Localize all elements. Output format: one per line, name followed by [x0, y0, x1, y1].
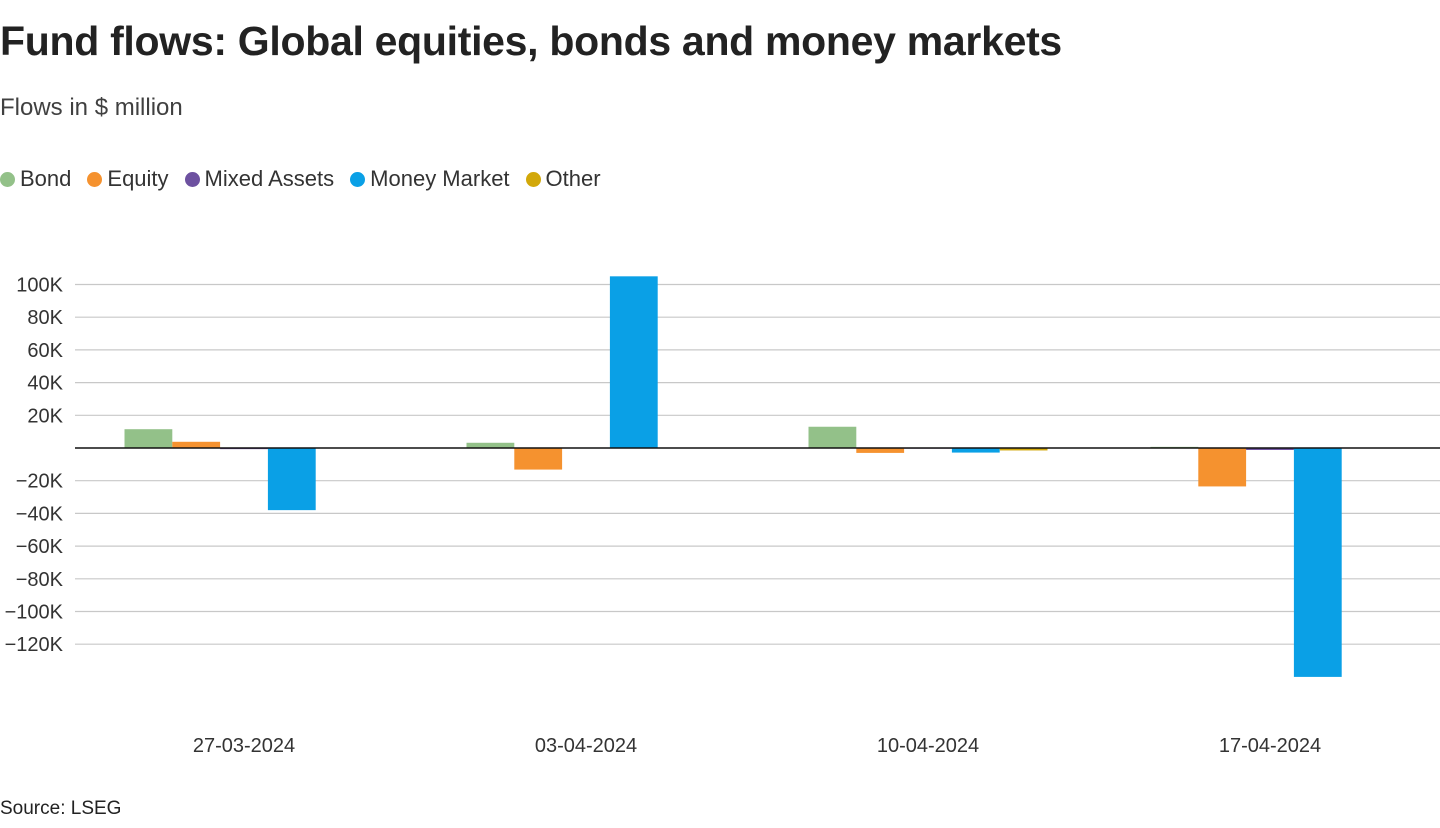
bar-bond-2 [466, 442, 515, 448]
y-tick-label: −40K [16, 503, 64, 525]
bar-equity-4 [1198, 448, 1247, 487]
source-note: Source: LSEG [0, 798, 122, 819]
bar-chart: 100K 80K 60K 40K 20K −20K −40K −60K −80K −100K −12… [5, 275, 1440, 757]
legend-swatch [87, 171, 103, 187]
x-tick-label: 10-04-2024 [877, 735, 979, 757]
legend-item-other: Other [525, 166, 601, 192]
legend-label: Equity [107, 166, 169, 191]
bar-money-market-4 [1293, 448, 1342, 677]
legend-label: Money Market [370, 166, 510, 191]
y-tick-label: 20K [27, 405, 63, 427]
legend-label: Bond [20, 166, 72, 191]
bar-other-3 [999, 448, 1048, 451]
legend-item-bond: Bond [0, 166, 71, 192]
x-tick-label: 17-04-2024 [1219, 735, 1321, 757]
legend-item-money-market: Money Market [350, 166, 510, 192]
y-tick-label: 40K [27, 373, 63, 395]
bar-equity-2 [514, 448, 563, 470]
legend-swatch [350, 171, 366, 187]
bar-equity-3 [856, 448, 905, 453]
legend-label: Other [545, 166, 601, 191]
legend-swatch [184, 171, 200, 187]
bar-equity-1 [172, 441, 221, 448]
y-tick-label: −80K [16, 569, 64, 591]
y-tick-label: −100K [5, 602, 64, 624]
chart-subtitle: Flows in $ million [0, 94, 183, 121]
legend-item-equity: Equity [87, 166, 169, 192]
y-tick-label: 60K [27, 340, 63, 362]
chart-title: Fund flows: Global equities, bonds and m… [0, 18, 1062, 64]
legend-item-mixed-assets: Mixed Assets [184, 166, 335, 192]
bar-money-market-1 [267, 448, 316, 511]
y-tick-label: 80K [27, 307, 63, 329]
bar-mixed-assets-4 [1246, 448, 1294, 450]
legend: Bond Equity Mixed Assets Money Market Other [0, 166, 617, 192]
y-tick-label: 100K [16, 275, 63, 297]
x-tick-label: 03-04-2024 [535, 735, 637, 757]
y-tick-label: −20K [16, 471, 64, 493]
y-tick-label: −120K [5, 634, 64, 656]
y-tick-label: −60K [16, 536, 64, 558]
bar-bond-1 [124, 429, 173, 448]
legend-swatch [525, 171, 541, 187]
bar-money-market-3 [951, 448, 1000, 453]
bar-money-market-2 [609, 276, 658, 448]
legend-swatch [0, 171, 15, 187]
legend-label: Mixed Assets [204, 166, 335, 191]
x-tick-label: 27-03-2024 [193, 735, 295, 757]
bar-bond-3 [808, 426, 857, 448]
